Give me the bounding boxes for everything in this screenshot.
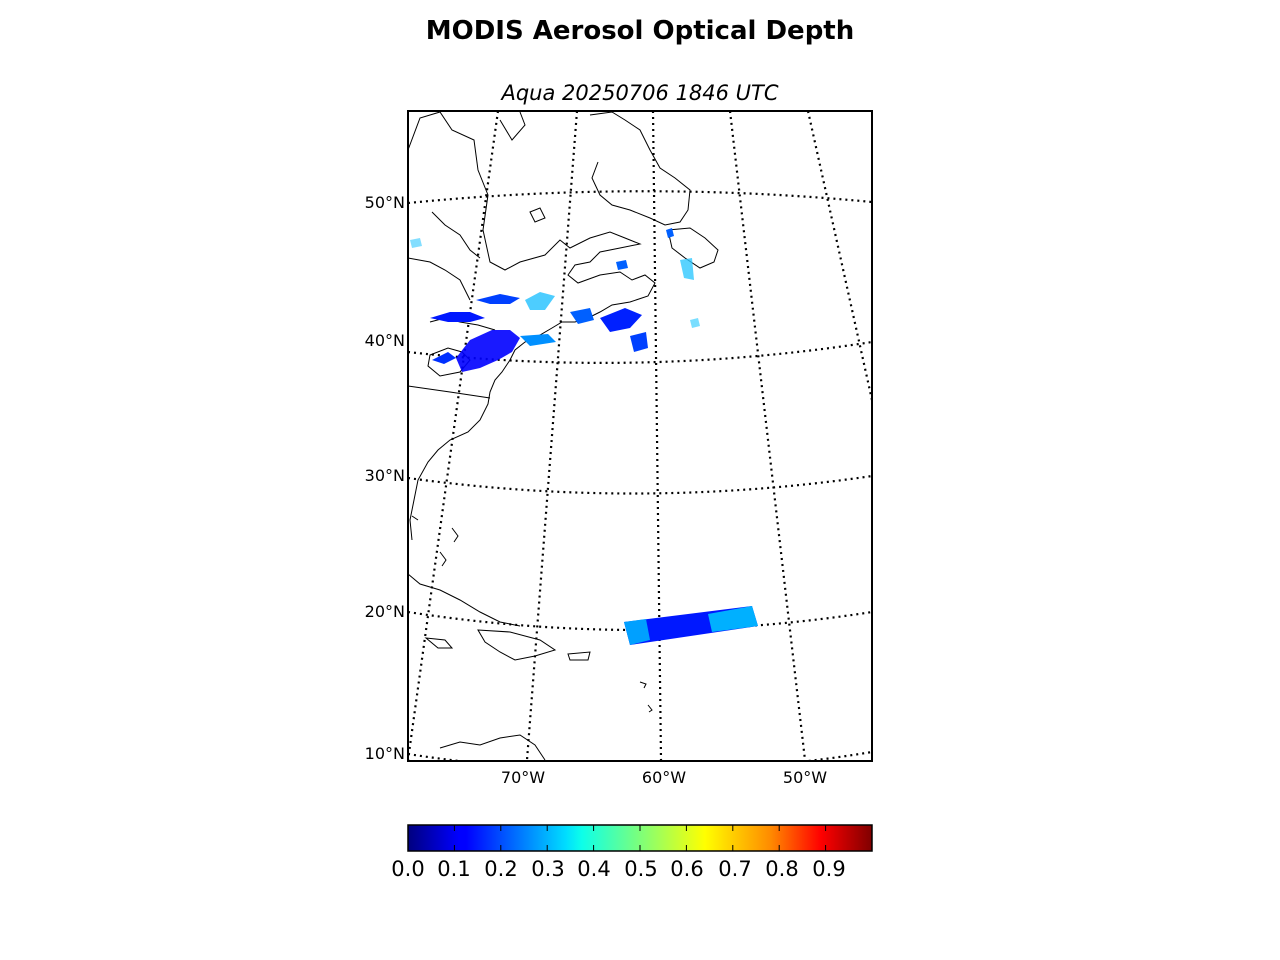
colorbar-label-1: 0.1 [437, 857, 470, 881]
colorbar: 0.0 0.1 0.2 0.3 0.4 0.5 0.6 0.7 0.8 0.9 [391, 824, 873, 881]
lon-label-60: 60°W [642, 768, 686, 787]
lat-label-40: 40°N [365, 331, 405, 350]
colorbar-label-5: 0.5 [624, 857, 657, 881]
colorbar-label-4: 0.4 [577, 857, 610, 881]
colorbar-ticks [407, 825, 827, 851]
graticule [408, 111, 872, 761]
aod-swaths [410, 228, 758, 645]
colorbar-label-3: 0.3 [531, 857, 564, 881]
colorbar-label-0: 0.0 [391, 857, 424, 881]
colorbar-label-2: 0.2 [484, 857, 517, 881]
latitude-labels: 50°N 40°N 30°N 20°N 10°N [365, 193, 405, 763]
lat-label-50: 50°N [365, 193, 405, 212]
lon-label-50: 50°W [783, 768, 827, 787]
map-panel [408, 111, 872, 761]
lat-label-10: 10°N [365, 744, 405, 763]
map-frame [407, 110, 873, 762]
colorbar-label-7: 0.7 [718, 857, 751, 881]
colorbar-label-8: 0.8 [765, 857, 798, 881]
figure-title: MODIS Aerosol Optical Depth [426, 16, 855, 46]
coastlines [408, 111, 719, 761]
lat-label-30: 30°N [365, 466, 405, 485]
colorbar-label-9: 0.9 [812, 857, 845, 881]
longitude-labels: 70°W 60°W 50°W [501, 768, 827, 787]
map-subtitle: Aqua 20250706 1846 UTC [499, 81, 778, 105]
lat-label-20: 20°N [365, 602, 405, 621]
colorbar-labels: 0.0 0.1 0.2 0.3 0.4 0.5 0.6 0.7 0.8 0.9 [391, 857, 845, 881]
colorbar-label-6: 0.6 [670, 857, 703, 881]
lon-label-70: 70°W [501, 768, 545, 787]
